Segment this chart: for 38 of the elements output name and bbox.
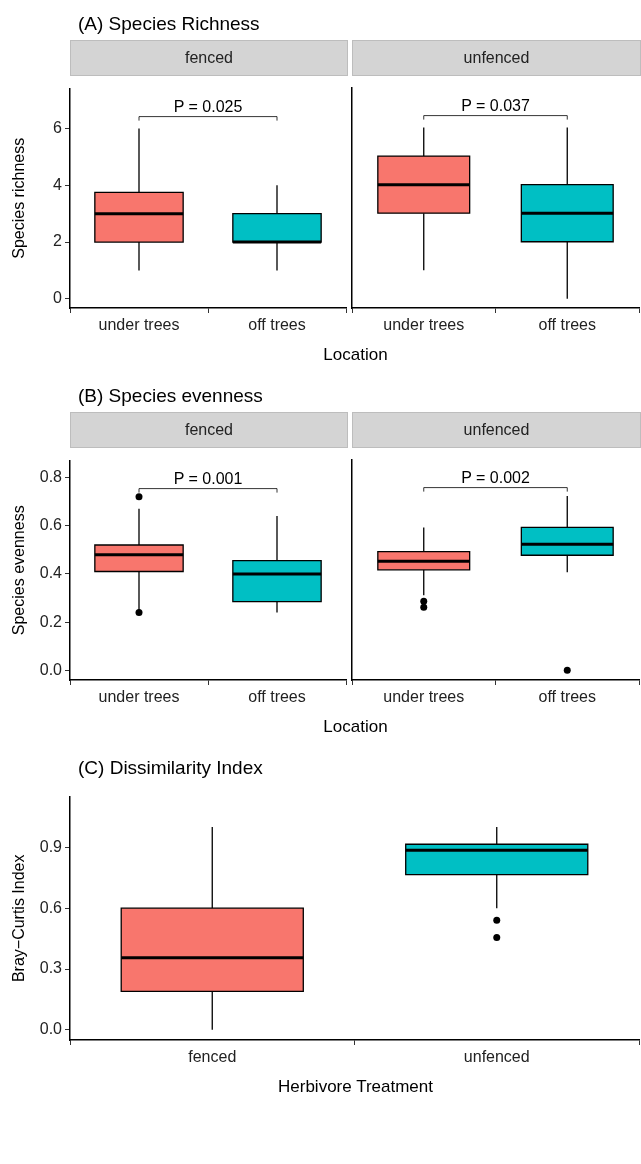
x-tick-label: under trees	[383, 688, 465, 706]
chart-title: (A) Species Richness	[78, 12, 261, 36]
y-tick-label: 6	[53, 118, 63, 136]
chart-subtitle: fenced	[70, 40, 348, 76]
chart-subtitle: unfenced	[352, 40, 641, 76]
x-axis-title: Location	[322, 716, 389, 738]
y-tick-label: 2	[53, 232, 63, 250]
y-tick-label: 0.0	[39, 660, 63, 678]
y-tick-label: 0.3	[39, 959, 63, 977]
y-axis-title: Species evenness	[10, 505, 28, 636]
annotation: P = 0.037	[461, 97, 530, 115]
x-tick-label: off trees	[538, 688, 597, 706]
y-tick-label: 0.9	[39, 837, 63, 855]
y-tick-label: 0.0	[39, 1020, 63, 1038]
annotation: P = 0.025	[173, 98, 243, 116]
x-tick-label: under trees	[98, 316, 180, 334]
x-axis-title: Herbivore Treatment	[277, 1076, 434, 1098]
y-tick-label: 0.6	[39, 898, 63, 916]
y-tick-label: 0.8	[39, 467, 63, 485]
y-tick-label: 0.2	[39, 612, 63, 630]
annotation: P = 0.001	[173, 470, 243, 488]
y-axis-title: Species richness	[10, 137, 28, 259]
y-tick-label: 0	[53, 289, 63, 307]
x-tick-label: under trees	[383, 316, 465, 334]
y-axis-title: Bray−Curtis Index	[10, 854, 28, 983]
x-tick-label: under trees	[98, 688, 180, 706]
x-tick-label: off trees	[538, 316, 597, 334]
x-axis-title: Location	[322, 344, 389, 366]
y-tick-label: 4	[53, 175, 63, 193]
chart-title: (B) Species evenness	[78, 384, 264, 408]
y-tick-label: 0.4	[39, 564, 63, 582]
annotation: P = 0.002	[461, 469, 530, 487]
y-tick-label: 0.6	[39, 516, 63, 534]
chart-title: (C) Dissimilarity Index	[78, 756, 264, 780]
chart-subtitle: fenced	[70, 412, 348, 448]
x-tick-label: off trees	[248, 688, 306, 706]
chart-subtitle: unfenced	[352, 412, 641, 448]
x-tick-label: off trees	[248, 316, 306, 334]
